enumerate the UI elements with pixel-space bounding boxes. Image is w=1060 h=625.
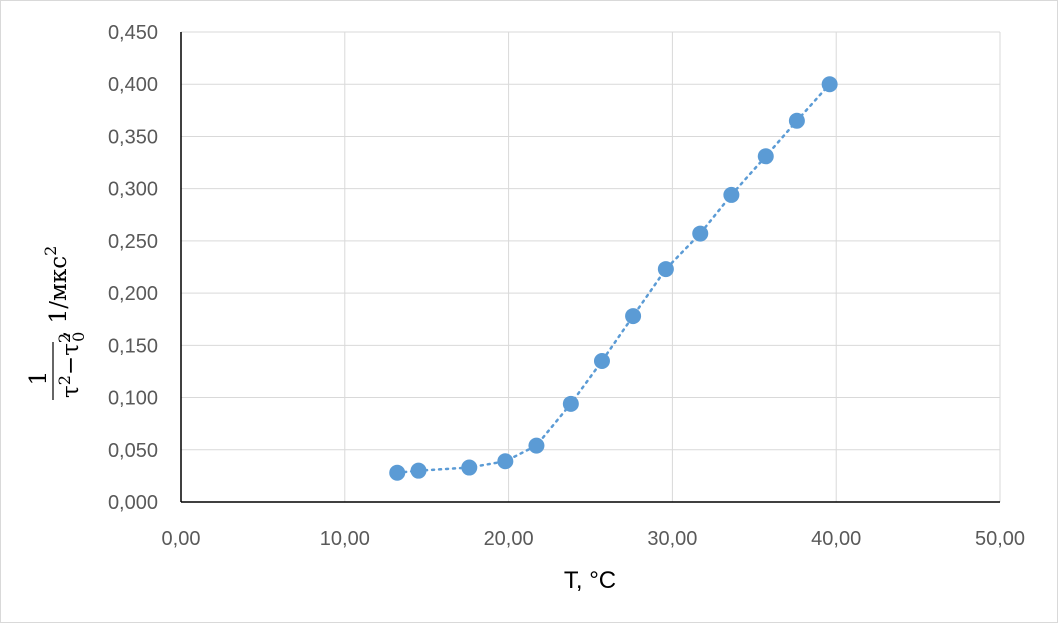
y-tick-label: 0,400 xyxy=(108,74,158,96)
y-label-denominator: τ2−τ20 xyxy=(55,332,88,398)
x-tick-labels: 0,00 10,00 20,00 30,00 40,00 50,00 xyxy=(162,528,1026,550)
y-tick-label: 0,200 xyxy=(108,283,158,305)
y-label-tau0-sup: 2 xyxy=(55,333,74,343)
y-tick-label: 0,000 xyxy=(108,492,158,514)
x-axis-label: T, °C xyxy=(564,567,616,594)
y-label-unit: , 1/мкс2 xyxy=(41,246,72,338)
y-label-tau0: τ xyxy=(58,343,84,356)
data-point xyxy=(461,459,478,476)
y-label-numerator: 1 xyxy=(26,371,52,386)
y-tick-label: 0,050 xyxy=(108,440,158,462)
data-point xyxy=(821,76,838,93)
x-tick-label: 10,00 xyxy=(320,528,370,550)
x-tick-label: 40,00 xyxy=(811,528,861,550)
y-label-tau0-sub: 0 xyxy=(69,332,88,342)
data-point xyxy=(562,395,579,412)
x-tick-label: 0,00 xyxy=(162,528,201,550)
data-point xyxy=(410,462,427,479)
gridlines xyxy=(181,31,1001,502)
y-label-tau-sup: 2 xyxy=(55,375,74,385)
y-tick-label: 0,450 xyxy=(108,22,158,44)
y-axis-label: 1 τ2−τ20 , 1/мкс2 xyxy=(26,246,88,400)
axes xyxy=(180,32,1000,503)
data-point xyxy=(389,464,406,481)
y-label-tau: τ xyxy=(58,385,84,398)
data-point xyxy=(757,148,774,165)
data-point xyxy=(723,186,740,203)
data-point xyxy=(692,225,709,242)
x-tick-label: 30,00 xyxy=(647,528,697,550)
x-tick-label: 50,00 xyxy=(975,528,1025,550)
y-tick-label: 0,100 xyxy=(108,388,158,410)
data-point xyxy=(528,437,545,454)
y-tick-labels: 0,000 0,050 0,100 0,150 0,200 0,250 0,300 0,350… xyxy=(108,22,158,514)
data-point xyxy=(788,112,805,129)
data-point xyxy=(657,261,674,278)
y-tick-label: 0,250 xyxy=(108,231,158,253)
y-tick-label: 0,300 xyxy=(108,179,158,201)
data-point xyxy=(625,308,642,325)
data-point xyxy=(593,353,610,369)
series-line xyxy=(395,82,831,475)
y-label-minus: − xyxy=(58,356,84,375)
y-tick-label: 0,150 xyxy=(108,335,158,357)
data-point xyxy=(497,453,514,470)
x-tick-label: 20,00 xyxy=(484,528,534,550)
data-series xyxy=(389,76,838,481)
y-tick-label: 0,350 xyxy=(108,126,158,148)
